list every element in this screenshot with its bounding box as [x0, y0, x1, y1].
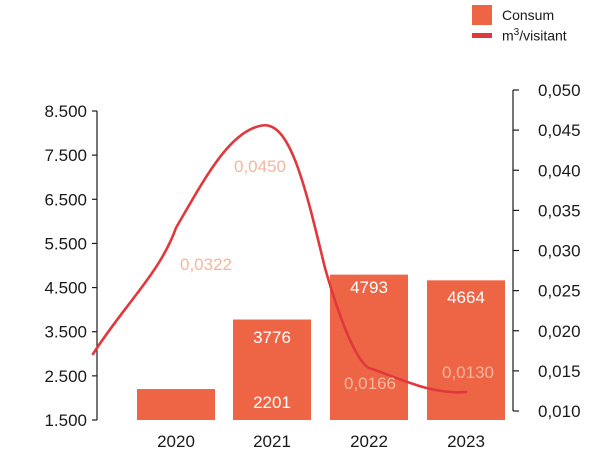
x-axis-tick-label: 2021 [253, 432, 291, 451]
series-line-m3-visitant [91, 124, 468, 394]
left-axis-tick-label: 8.500 [44, 102, 87, 121]
line-value-label: 0,0322 [180, 255, 232, 274]
bar-value-label: 4664 [447, 288, 485, 307]
bar [330, 274, 408, 420]
left-axis-tick-label: 7.500 [44, 146, 87, 165]
x-axis-tick-label: 2022 [350, 432, 388, 451]
legend-swatch-bar [472, 4, 492, 25]
legend-swatch-line [472, 33, 492, 38]
right-axis-tick-label: 0,045 [538, 121, 581, 140]
bar-value-label: 4793 [350, 278, 388, 297]
left-axis-tick-label: 1.500 [44, 411, 87, 430]
legend-label-unit-sup: 3 [513, 27, 520, 39]
legend-item-consum: Consum [472, 4, 567, 25]
right-axis-tick-label: 0,015 [538, 362, 581, 381]
legend-label-consum: Consum [502, 6, 555, 23]
left-axis-tick-label: 2.500 [44, 367, 87, 386]
left-axis-tick-label: 4.500 [44, 279, 87, 298]
line-value-label: 0,0130 [442, 363, 494, 382]
right-axis-tick-label: 0,035 [538, 201, 581, 220]
left-axis-tick-label: 5.500 [44, 234, 87, 253]
bar [427, 280, 505, 420]
legend-item-m3-visitant: m3/visitant [472, 25, 567, 46]
left-axis-tick-label: 6.500 [44, 190, 87, 209]
bar [137, 389, 215, 420]
bar [233, 319, 311, 420]
right-axis-tick-label: 0,030 [538, 242, 581, 261]
right-axis-tick-label: 0,020 [538, 322, 581, 341]
bar-extra-label: 2201 [253, 393, 291, 412]
legend-label-m3-visitant: m3/visitant [502, 27, 567, 44]
legend: Consum m3/visitant [472, 4, 567, 46]
legend-label-unit-base: m [502, 27, 514, 44]
line-value-label: 0,0450 [234, 157, 286, 176]
legend-label-unit-rest: /visitant [519, 27, 567, 44]
x-axis-tick-label: 2020 [157, 432, 195, 451]
right-axis-tick-label: 0,050 [538, 81, 581, 100]
left-axis-tick-label: 3.500 [44, 323, 87, 342]
right-axis-tick-label: 0,010 [538, 402, 581, 421]
bar-value-label: 3776 [253, 328, 291, 347]
line-value-label: 0,0166 [344, 374, 396, 393]
x-axis-tick-label: 2023 [447, 432, 485, 451]
right-axis-tick-label: 0,040 [538, 161, 581, 180]
right-axis-tick-label: 0,025 [538, 282, 581, 301]
